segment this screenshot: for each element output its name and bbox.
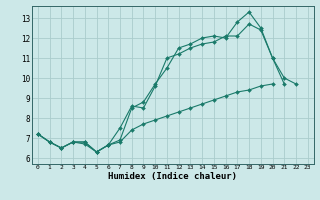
X-axis label: Humidex (Indice chaleur): Humidex (Indice chaleur) [108,172,237,181]
